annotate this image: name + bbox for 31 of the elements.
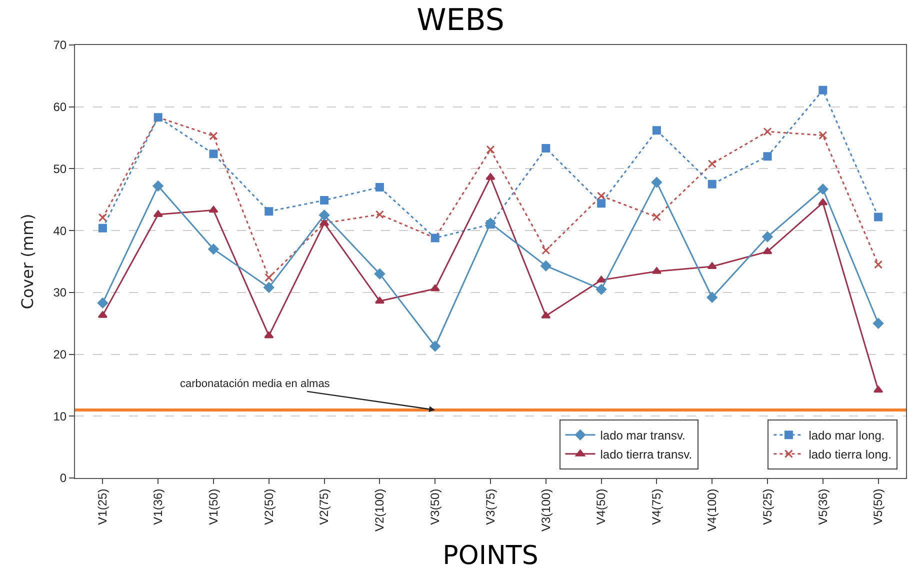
legend-label: lado mar long.: [808, 428, 885, 443]
x-tick-label: V5(50): [871, 488, 886, 525]
legend-label: lado mar transv.: [600, 428, 686, 443]
x-tick-label: V3(75): [483, 488, 498, 525]
x-tick-label: V1(25): [96, 488, 110, 525]
y-tick-label: 30: [53, 286, 67, 300]
x-tick-label: V3(50): [428, 488, 442, 525]
x-tick-label: V2(75): [317, 488, 332, 525]
x-tick-label: V1(36): [151, 488, 165, 525]
x-tick-label: V5(36): [816, 488, 830, 525]
x-axis-title: POINTS: [442, 541, 538, 572]
x-tick-label: V2(100): [372, 488, 387, 532]
x-tick-label: V4(50): [594, 488, 608, 525]
y-tick-label: 50: [53, 162, 67, 176]
x-tick-label: V4(75): [650, 488, 664, 525]
y-tick-label: 10: [53, 409, 67, 424]
annotation: carbonatación media en almas: [180, 378, 330, 390]
y-axis-title: Cover (mm): [18, 214, 38, 310]
y-tick-label: 20: [53, 347, 67, 362]
y-tick-label: 70: [53, 38, 67, 52]
legend-label: lado tierra transv.: [600, 448, 692, 462]
legend-label: lado tierra long.: [808, 448, 892, 462]
x-tick-label: V3(100): [538, 488, 553, 532]
y-tick-label: 40: [53, 224, 67, 238]
y-tick-label: 60: [53, 100, 67, 114]
x-tick-label: V4(100): [705, 488, 719, 532]
x-tick-label: V2(50): [262, 488, 276, 525]
x-tick-label: V5(25): [760, 488, 774, 525]
chart-title: WEBS: [416, 2, 504, 38]
y-tick-label: 0: [60, 471, 67, 486]
x-tick-label: V1(50): [206, 488, 220, 525]
